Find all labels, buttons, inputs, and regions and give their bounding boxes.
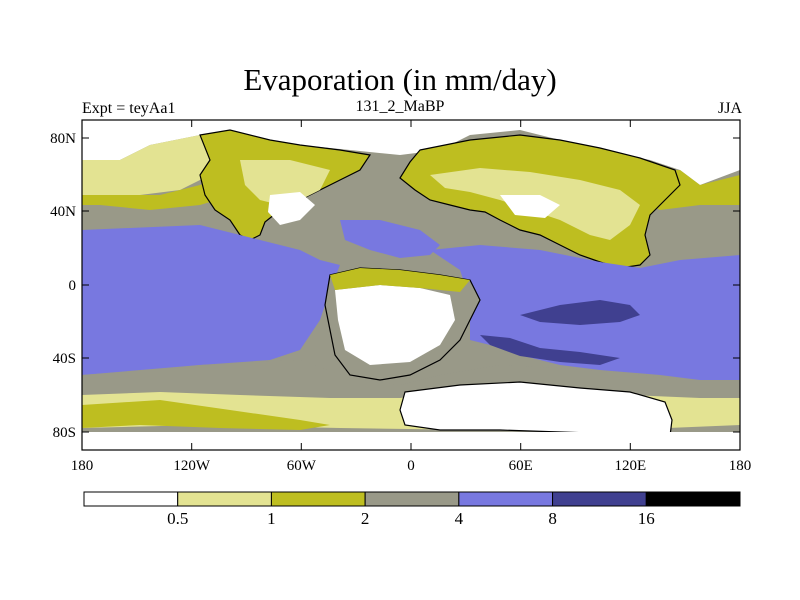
x-tick-label: 180 xyxy=(71,458,94,474)
x-tick-label: 120W xyxy=(173,458,211,474)
southern-continent-dry-white xyxy=(335,285,455,365)
colorbar: 0.5 1 2 4 8 16 xyxy=(83,491,741,528)
map-title: Evaporation (in mm/day) xyxy=(243,62,557,97)
y-tick-label: 80N xyxy=(50,131,76,147)
y-tick-label: 80S xyxy=(53,425,76,441)
colorbar-swatch xyxy=(645,491,741,507)
colorbar-label: 0.5 xyxy=(167,509,188,528)
colorbar-label: 8 xyxy=(548,509,557,528)
southern-ocean-olive xyxy=(82,400,330,430)
y-tick-label: 40S xyxy=(53,351,76,367)
tropical-ocean-purple xyxy=(82,225,340,375)
y-axis xyxy=(82,137,740,433)
x-tick-label: 0 xyxy=(407,458,415,474)
colorbar-swatch xyxy=(364,491,460,507)
x-tick-label: 180 xyxy=(729,458,752,474)
colorbar-label: 4 xyxy=(455,509,464,528)
colorbar-swatch xyxy=(552,491,647,507)
x-axis xyxy=(81,120,741,450)
antarctic-sea-white xyxy=(82,432,740,450)
colorbar-label: 1 xyxy=(267,509,276,528)
colorbar-swatch xyxy=(270,491,366,507)
north-america-inland-yellow xyxy=(240,160,330,205)
evaporation-max-streak xyxy=(480,335,620,365)
colorbar-label: 16 xyxy=(638,509,655,528)
colorbar-swatch xyxy=(458,491,554,507)
eurasia-dry-white xyxy=(500,195,560,218)
experiment-label: Expt = teyAa1 xyxy=(82,100,176,117)
south-pacific-ocean-purple xyxy=(340,220,440,258)
map-field xyxy=(82,120,740,450)
x-tick-label: 120E xyxy=(614,458,646,474)
north-america-dry-white xyxy=(268,192,315,225)
southern-continent-coast-olive xyxy=(330,268,470,292)
x-tick-label: 60W xyxy=(287,458,317,474)
colorbar-swatch xyxy=(83,491,179,507)
season-label: JJA xyxy=(717,100,742,117)
colorbar-swatch xyxy=(177,491,272,507)
y-tick-labels: 80N 40N 0 40S 80S xyxy=(50,131,76,441)
y-tick-label: 0 xyxy=(69,278,77,294)
y-tick-label: 40N xyxy=(50,204,76,220)
high-lat-yellow-band xyxy=(82,135,240,195)
x-tick-labels: 180 120W 60W 0 60E 120E 180 xyxy=(71,458,752,474)
evaporation-max-band xyxy=(520,300,640,325)
x-tick-label: 60E xyxy=(509,458,533,474)
period-label: 131_2_MaBP xyxy=(355,98,445,115)
colorbar-label: 2 xyxy=(361,509,370,528)
